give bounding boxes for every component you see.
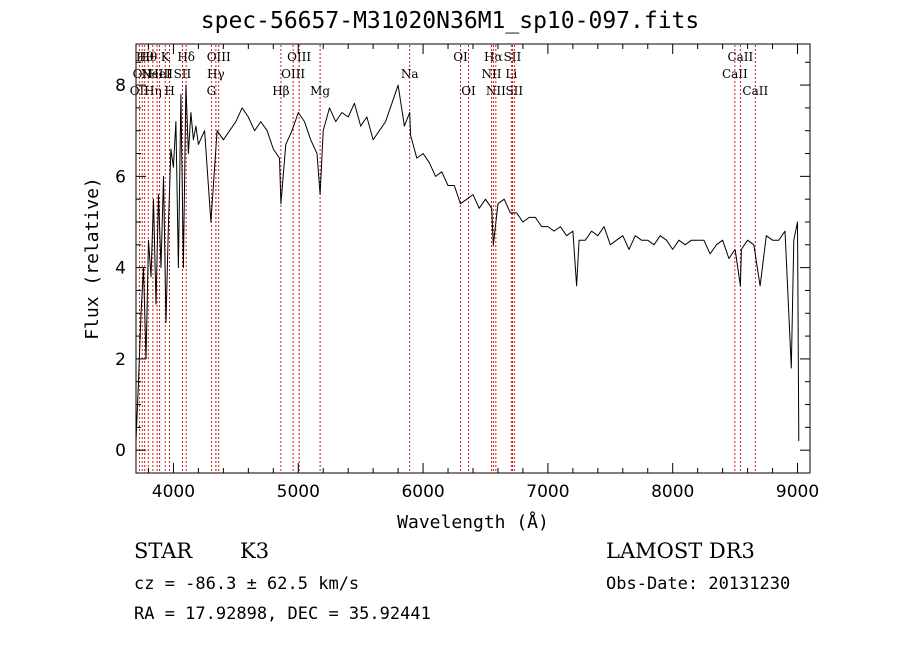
line-label-Hθ: Hθ <box>139 50 157 64</box>
x-tick-label: 6000 <box>401 482 444 502</box>
line-label-OIII: OIII <box>287 50 311 64</box>
x-tick-label: 5000 <box>277 482 320 502</box>
line-label-SII: SII <box>505 84 523 98</box>
obs-date-label: Obs-Date: 20131230 <box>606 574 791 594</box>
line-label-CaII: CaII <box>722 67 748 81</box>
line-label-CaII: CaII <box>727 50 753 64</box>
line-label-OIII: OIII <box>281 67 305 81</box>
line-label-Mg: Mg <box>310 84 330 98</box>
line-label-Hδ: Hδ <box>177 50 195 64</box>
redshift-label: cz = -86.3 ± 62.5 km/s <box>134 574 360 594</box>
line-label-Hβ: Hβ <box>272 84 289 98</box>
x-axis-label: Wavelength (Å) <box>397 511 549 533</box>
plot-frame <box>135 43 811 474</box>
line-label-G: G <box>207 84 217 98</box>
line-label-Hγ: Hγ <box>207 67 225 81</box>
object-class: STAR <box>134 539 193 563</box>
line-label-H: H <box>164 84 174 98</box>
coordinates-label: RA = 17.92898, DEC = 35.92441 <box>134 604 431 624</box>
y-tick-label: 8 <box>115 76 126 96</box>
x-tick-label: 9000 <box>776 482 819 502</box>
line-label-Hθ: Hθ <box>136 50 154 64</box>
y-tick-label: 2 <box>115 350 126 370</box>
x-tick-label: 7000 <box>526 482 569 502</box>
y-tick-label: 0 <box>115 441 126 461</box>
line-label-OII: OII <box>133 67 153 81</box>
line-label-NII: NII <box>481 67 501 81</box>
line-label-OI: OI <box>453 50 468 64</box>
chart-title: spec-56657-M31020N36M1_sp10-097.fits <box>200 8 700 34</box>
y-tick-label: 6 <box>115 167 126 187</box>
line-label-Li: Li <box>505 67 517 81</box>
line-label-Na: Na <box>401 67 419 81</box>
line-label-Hα: Hα <box>484 50 503 64</box>
line-label-Hη: Hη <box>144 84 162 98</box>
survey-label: LAMOST DR3 <box>606 539 755 563</box>
spectrum-line <box>135 84 800 442</box>
y-tick-label: 4 <box>115 259 126 279</box>
line-label-HeI: HeI <box>148 67 171 81</box>
line-label-K: K <box>161 50 171 64</box>
line-label-NII: NII <box>486 84 506 98</box>
line-label-SII: SII <box>174 67 192 81</box>
line-label-CaII: CaII <box>742 84 768 98</box>
x-tick-label: 8000 <box>651 482 694 502</box>
line-label-OI: OI <box>461 84 476 98</box>
y-axis-label: Flux (relative) <box>82 177 103 340</box>
line-label-OIII: OIII <box>207 50 231 64</box>
object-subclass: K3 <box>240 539 270 563</box>
x-tick-label: 4000 <box>152 482 195 502</box>
line-label-SII: SII <box>504 50 522 64</box>
